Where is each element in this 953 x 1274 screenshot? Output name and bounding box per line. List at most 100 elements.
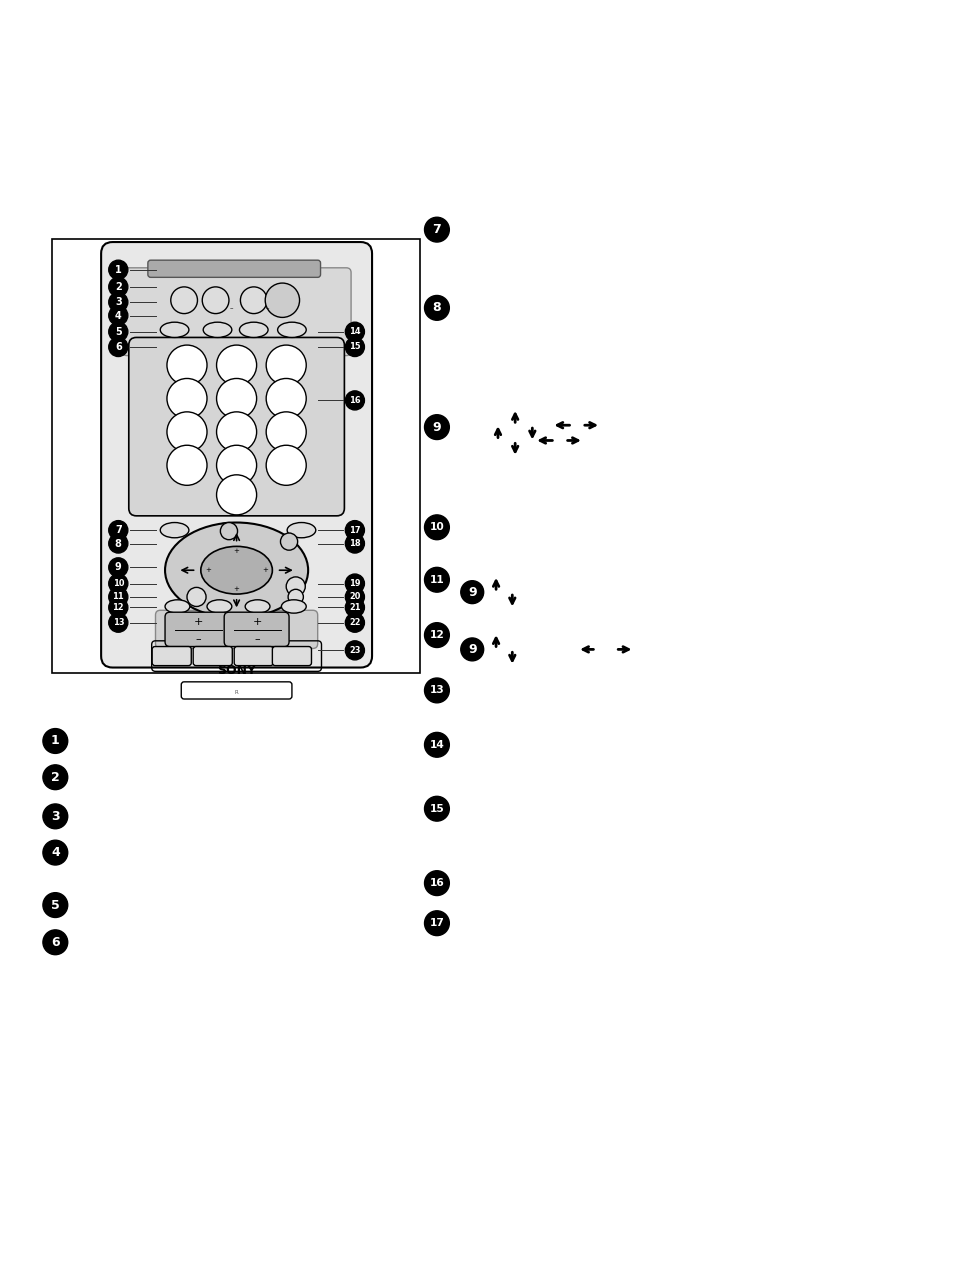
Text: 8: 8	[114, 539, 122, 549]
Circle shape	[345, 391, 364, 410]
Text: +: +	[233, 586, 239, 592]
Ellipse shape	[200, 547, 273, 594]
Text: 9: 9	[467, 586, 476, 599]
Text: 7: 7	[114, 525, 122, 535]
Circle shape	[460, 638, 483, 661]
Ellipse shape	[165, 600, 190, 613]
Text: 4: 4	[51, 846, 60, 859]
Text: 10: 10	[429, 522, 444, 533]
Text: 20: 20	[349, 592, 360, 601]
Text: 7: 7	[432, 223, 441, 236]
Text: 18: 18	[349, 539, 360, 548]
Circle shape	[345, 521, 364, 540]
Text: 6: 6	[51, 936, 60, 949]
Circle shape	[424, 567, 449, 592]
Text: –: –	[230, 304, 233, 311]
Text: 9: 9	[432, 420, 441, 433]
Text: 3: 3	[51, 810, 60, 823]
Text: 17: 17	[429, 919, 444, 929]
Ellipse shape	[239, 322, 268, 338]
Ellipse shape	[165, 522, 308, 618]
Text: 13: 13	[429, 685, 444, 696]
Text: 14: 14	[429, 740, 444, 750]
FancyBboxPatch shape	[101, 242, 372, 668]
Circle shape	[424, 515, 449, 540]
Circle shape	[109, 598, 128, 617]
Circle shape	[424, 415, 449, 440]
Text: 1: 1	[114, 265, 122, 275]
Ellipse shape	[287, 522, 315, 538]
Text: 16: 16	[429, 878, 444, 888]
Text: 2: 2	[51, 771, 60, 784]
Circle shape	[280, 533, 297, 550]
Text: +: +	[233, 548, 239, 554]
Text: 5: 5	[114, 326, 122, 336]
Circle shape	[167, 345, 207, 385]
FancyBboxPatch shape	[129, 338, 344, 516]
Circle shape	[109, 558, 128, 577]
Circle shape	[266, 345, 306, 385]
Ellipse shape	[277, 322, 306, 338]
Circle shape	[345, 641, 364, 660]
Text: 4: 4	[114, 311, 122, 321]
FancyBboxPatch shape	[181, 682, 292, 699]
Circle shape	[216, 412, 256, 452]
Text: –: –	[265, 304, 269, 311]
Circle shape	[171, 287, 197, 313]
Circle shape	[345, 534, 364, 553]
Text: 22: 22	[349, 618, 360, 627]
Text: 1: 1	[51, 735, 60, 748]
Circle shape	[216, 345, 256, 385]
Circle shape	[109, 534, 128, 553]
Text: –: –	[195, 634, 201, 643]
Circle shape	[216, 378, 256, 419]
Circle shape	[216, 445, 256, 485]
Circle shape	[424, 623, 449, 647]
Ellipse shape	[281, 600, 306, 613]
Text: +: +	[193, 617, 203, 627]
Text: +: +	[253, 617, 262, 627]
Text: +: +	[205, 567, 211, 573]
Text: 21: 21	[349, 603, 360, 612]
FancyBboxPatch shape	[155, 610, 317, 648]
Circle shape	[202, 287, 229, 313]
Circle shape	[240, 287, 267, 313]
Circle shape	[109, 338, 128, 357]
Circle shape	[424, 296, 449, 320]
Circle shape	[266, 378, 306, 419]
Circle shape	[266, 445, 306, 485]
Circle shape	[424, 796, 449, 822]
Ellipse shape	[245, 600, 270, 613]
Text: 10: 10	[112, 580, 124, 589]
Circle shape	[109, 587, 128, 606]
Bar	[52, 240, 419, 673]
Circle shape	[345, 322, 364, 341]
Circle shape	[167, 412, 207, 452]
FancyBboxPatch shape	[122, 268, 351, 355]
Ellipse shape	[203, 322, 232, 338]
FancyBboxPatch shape	[148, 260, 320, 278]
Circle shape	[288, 590, 303, 605]
Text: 17: 17	[349, 526, 360, 535]
Text: 12: 12	[112, 603, 124, 612]
Text: R: R	[234, 689, 238, 694]
Circle shape	[265, 283, 299, 317]
Circle shape	[109, 306, 128, 325]
Circle shape	[43, 930, 68, 954]
Circle shape	[345, 587, 364, 606]
Circle shape	[43, 764, 68, 790]
Text: –: –	[254, 634, 260, 643]
Circle shape	[345, 613, 364, 632]
Circle shape	[167, 445, 207, 485]
Text: 8: 8	[432, 302, 441, 315]
Text: 2: 2	[114, 282, 122, 292]
FancyBboxPatch shape	[193, 646, 233, 665]
Text: 12: 12	[429, 631, 444, 640]
FancyBboxPatch shape	[224, 613, 289, 646]
Circle shape	[345, 598, 364, 617]
Circle shape	[424, 218, 449, 242]
FancyBboxPatch shape	[233, 646, 273, 665]
Circle shape	[109, 575, 128, 594]
Circle shape	[167, 378, 207, 419]
Circle shape	[345, 575, 364, 594]
